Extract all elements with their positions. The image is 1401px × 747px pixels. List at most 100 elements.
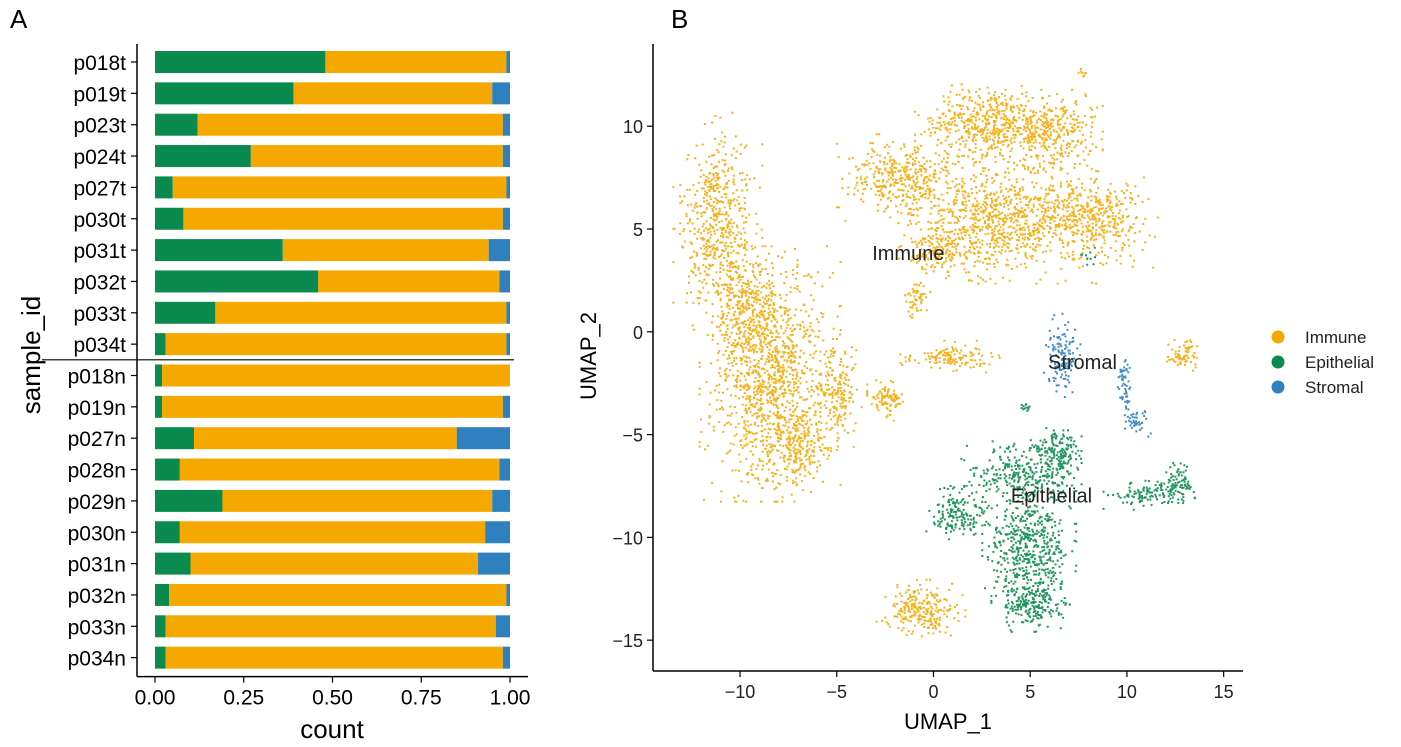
bar-segment xyxy=(183,207,503,230)
bar-segment xyxy=(155,489,223,512)
x-axis-title: UMAP_1 xyxy=(904,709,992,734)
bar-segment xyxy=(155,270,319,293)
legend-marker xyxy=(1271,355,1285,369)
bar-segment xyxy=(502,395,510,418)
y-tick-label: −5 xyxy=(622,426,643,446)
y-tick-label: p029n xyxy=(68,491,126,514)
y-tick-label: p018n xyxy=(68,366,126,389)
bar-segment xyxy=(172,176,507,199)
cluster-label-stromal: Stromal xyxy=(1048,352,1117,374)
bar-segment xyxy=(165,646,503,669)
x-tick-label: 10 xyxy=(1117,682,1137,702)
bar-segment xyxy=(499,270,510,293)
bar-segment xyxy=(488,239,510,262)
bar-segment xyxy=(215,301,507,324)
y-tick-label: p023t xyxy=(73,115,126,138)
bar-segment xyxy=(502,113,510,136)
bar-segment xyxy=(506,583,510,606)
bar-segment xyxy=(162,364,510,387)
x-tick-label: 5 xyxy=(1025,682,1035,702)
bar-segment xyxy=(506,51,510,73)
bar-segment xyxy=(492,82,510,105)
umap-cluster-labels: Immune Stromal Epithelial xyxy=(872,243,1117,508)
bar-segment xyxy=(222,489,493,512)
bar-segment xyxy=(155,364,163,387)
bar-segment xyxy=(499,458,510,481)
y-tick-label: p030n xyxy=(68,522,126,545)
bar-segment xyxy=(506,301,510,324)
bar-segment xyxy=(155,145,251,168)
cluster-points-epithelial xyxy=(925,246,1197,633)
bar-segment xyxy=(155,646,166,669)
bar-segment xyxy=(179,458,500,481)
bar-segment xyxy=(155,301,216,324)
umap-axes: −10 −5 0 5 10 15 10 5 0 −5 −10 −15 UMAP_1 UMAP_2 xyxy=(576,44,1243,734)
x-tick-label: −5 xyxy=(827,682,848,702)
x-tick-label: 0.50 xyxy=(312,687,353,710)
bar-segment xyxy=(495,615,510,638)
x-tick-label: 0.25 xyxy=(223,687,264,710)
y-tick-label: p033n xyxy=(68,616,126,639)
panel-a-label: A xyxy=(10,4,28,34)
bar-segment xyxy=(478,552,510,575)
x-tick-label: 0 xyxy=(928,682,938,702)
y-tick-label: p030t xyxy=(73,209,126,232)
y-tick-label: p032t xyxy=(73,271,126,294)
bar-segment xyxy=(155,395,163,418)
umap-points xyxy=(672,68,1198,638)
x-axis-title: count xyxy=(300,714,364,744)
bar-segment xyxy=(318,270,500,293)
bar-segment xyxy=(506,176,510,199)
bar-segment xyxy=(155,207,184,230)
bar-segment xyxy=(155,176,173,199)
cluster-label-epithelial: Epithelial xyxy=(1011,485,1092,507)
bar-segment xyxy=(194,427,457,450)
y-tick-label: p019n xyxy=(68,397,126,420)
bar-segment xyxy=(293,82,493,105)
cluster-label-immune: Immune xyxy=(872,243,944,265)
y-tick-label: −15 xyxy=(612,631,643,651)
bar-segment xyxy=(197,113,503,136)
cluster-points-stromal xyxy=(1042,312,1152,438)
y-tick-label: p024t xyxy=(73,146,126,169)
y-tick-label: −10 xyxy=(612,528,643,548)
cluster-points-immune xyxy=(672,68,1198,638)
bar-segment xyxy=(155,615,166,638)
y-axis-title: sample_id xyxy=(16,296,46,415)
bar-segment xyxy=(506,333,510,356)
legend-label: Stromal xyxy=(1305,378,1364,397)
bar-segment xyxy=(165,615,496,638)
bar-segment xyxy=(325,51,507,73)
x-tick-label: 1.00 xyxy=(490,687,531,710)
bar-segment xyxy=(169,583,507,606)
x-tick-label: 0.00 xyxy=(135,687,176,710)
bar-segment xyxy=(155,521,180,544)
bar-segment xyxy=(502,145,510,168)
bar-segment xyxy=(155,583,170,606)
bar-segment xyxy=(155,82,294,105)
y-tick-label: p034n xyxy=(68,648,126,671)
bar-segment xyxy=(165,333,507,356)
x-tick-label: 0.75 xyxy=(401,687,442,710)
stacked-bar-panel: p018t p019t p023t p024t p027t p030t p031t p032t… xyxy=(16,44,530,744)
y-tick-label: p031t xyxy=(73,240,126,263)
bar-segment xyxy=(502,646,510,669)
y-tick-label: 10 xyxy=(623,117,643,137)
bar-segment xyxy=(250,145,503,168)
legend-marker xyxy=(1271,330,1285,344)
legend-marker xyxy=(1271,380,1285,394)
y-tick-label: 5 xyxy=(633,220,643,240)
bar-segment xyxy=(456,427,510,450)
bar-segment xyxy=(179,521,486,544)
bar-segment xyxy=(155,458,180,481)
legend-label: Immune xyxy=(1305,328,1366,347)
y-tick-label: p033t xyxy=(73,303,126,326)
legend-label: Epithelial xyxy=(1305,353,1374,372)
bar-segment xyxy=(485,521,510,544)
y-tick-label: p031n xyxy=(68,554,126,577)
bar-segment xyxy=(502,207,510,230)
y-axis-title: UMAP_2 xyxy=(576,312,601,400)
panel-b-label: B xyxy=(671,4,688,34)
bar-segment xyxy=(155,51,326,73)
